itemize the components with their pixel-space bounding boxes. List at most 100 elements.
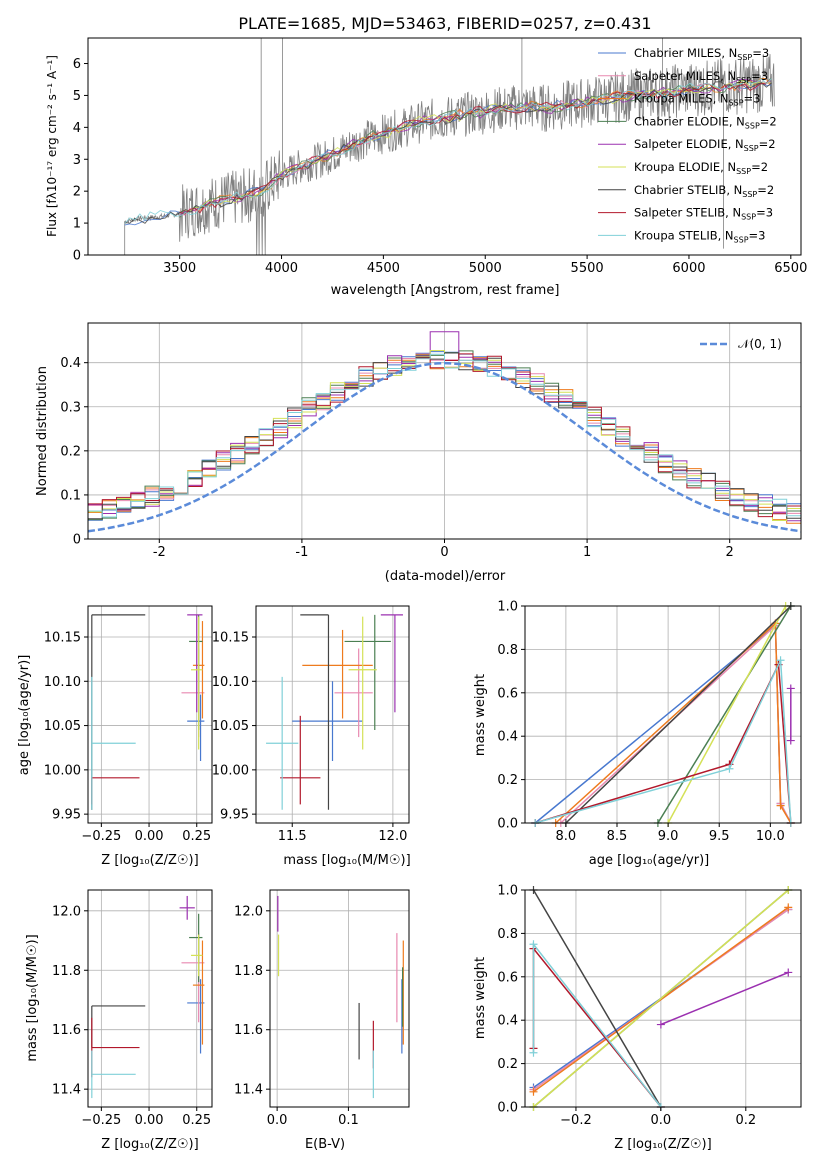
spectrum-legend: Chabrier MILES, NSSP=3 Salpeter MILES, NS… <box>598 46 777 244</box>
axes-frame <box>87 322 802 540</box>
x-tick-label: 8.5 <box>607 829 628 844</box>
y-tick-label: 10.00 <box>212 763 249 778</box>
x-tick-label: 3500 <box>163 261 196 276</box>
legend-entry: Chabrier ELODIE, NSSP=2 <box>634 114 777 130</box>
age-vs-mass-xlabel: mass [log₁₀(M/M☉)] <box>283 853 410 868</box>
x-tick-label: −0.25 <box>81 1113 121 1128</box>
legend-entry: Kroupa MILES, NSSP=3 <box>634 92 760 108</box>
x-tick-label: 0.0 <box>651 1113 672 1128</box>
mass-weight-line <box>532 889 662 1108</box>
x-tick-label: 10.0 <box>756 829 785 844</box>
y-tick-label: 11.4 <box>234 1083 263 1098</box>
histogram-ylabel: Normed distribution <box>35 366 50 496</box>
x-tick-label: 11.5 <box>278 829 307 844</box>
mass-weight-marker <box>784 968 793 977</box>
axes-frame <box>87 37 802 256</box>
x-tick-label: 1 <box>583 545 591 560</box>
y-tick-label: 0.1 <box>60 488 81 503</box>
mass-weight-vs-age-panel: 8.0 8.5 9.0 9.5 10.0 0.0 0.2 0.4 0.6 0.8 1.0 age [… <box>473 600 802 868</box>
axes-frame <box>255 605 410 824</box>
axes-frame <box>524 605 802 824</box>
x-tick-label: 0.00 <box>135 1113 164 1128</box>
mass-weight-marker <box>784 903 793 912</box>
y-tick-label: 9.95 <box>52 808 81 823</box>
y-tick-label: 0.0 <box>497 817 518 832</box>
x-tick-label: 0.25 <box>182 1113 211 1128</box>
spectrum-xlabel: wavelength [Angstrom, rest frame] <box>331 283 560 298</box>
y-tick-label: 5 <box>73 89 81 104</box>
legend-entry: Chabrier MILES, NSSP=3 <box>634 46 769 62</box>
y-tick-label: 9.95 <box>220 808 249 823</box>
x-tick-label: 0 <box>440 545 448 560</box>
model-fit-line <box>179 80 771 214</box>
mass-vs-z-ylabel: mass [log₁₀(M/M☉)] <box>25 934 40 1061</box>
observed-spectrum-line <box>124 54 775 256</box>
y-tick-label: 0.6 <box>497 970 518 985</box>
mass-vs-z-xlabel: Z [log₁₀(Z/Z☉)] <box>101 1137 198 1152</box>
y-tick-label: 0 <box>73 249 81 264</box>
x-tick-label: 6000 <box>672 261 705 276</box>
y-tick-label: 0.8 <box>497 927 518 942</box>
age-vs-z-ylabel: age [log₁₀(age/yr)] <box>17 655 32 776</box>
x-tick-label: 0.00 <box>135 829 164 844</box>
mass-weight-line <box>660 971 789 1026</box>
mass-weight-line <box>533 889 789 1108</box>
axes-frame <box>87 889 213 1108</box>
y-tick-label: 4 <box>73 121 81 136</box>
x-tick-label: 5500 <box>571 261 604 276</box>
mw-vs-age-xlabel: age [log₁₀(age/yr)] <box>589 853 710 868</box>
y-tick-label: 11.8 <box>234 964 263 979</box>
x-tick-label: 8.0 <box>556 829 577 844</box>
y-tick-label: 11.4 <box>52 1083 81 1098</box>
model-fit-line <box>124 78 772 224</box>
mass-vs-metallicity-panel: −0.25 0.00 0.25 11.4 11.6 11.8 12.0 Z [log₁₀(Z… <box>25 889 213 1152</box>
residual-histogram-panel: -2 -1 0 1 2 0 0.1 0.2 0.3 0.4 𝒩(0, 1) (data-model… <box>35 322 802 584</box>
mass-weight-marker <box>529 1048 538 1057</box>
x-tick-label: −0.25 <box>81 829 121 844</box>
y-tick-label: 10.00 <box>44 763 81 778</box>
y-tick-label: 10.05 <box>212 719 249 734</box>
y-tick-label: 1.0 <box>497 600 518 615</box>
y-tick-label: 10.15 <box>44 631 81 646</box>
y-tick-label: 0.4 <box>497 1014 518 1029</box>
histogram-xlabel: (data-model)/error <box>385 569 506 584</box>
x-tick-label: 9.0 <box>658 829 679 844</box>
mass-vs-ebv-xlabel: E(B-V) <box>305 1137 345 1152</box>
x-tick-label: −0.2 <box>560 1113 592 1128</box>
x-tick-label: 6500 <box>774 261 807 276</box>
mw-vs-age-ylabel: mass weight <box>473 674 488 756</box>
histogram-step <box>88 331 801 522</box>
legend-entry: Salpeter MILES, NSSP=3 <box>634 69 768 85</box>
y-tick-label: 0.4 <box>497 730 518 745</box>
legend-entry: Salpeter STELIB, NSSP=3 <box>634 206 773 222</box>
x-tick-label: 5000 <box>469 261 502 276</box>
y-tick-label: 0.3 <box>60 400 81 415</box>
x-tick-label: 0.0 <box>267 1113 288 1128</box>
age-vs-metallicity-panel: −0.25 0.00 0.25 9.95 10.00 10.05 10.10 10.15 Z … <box>17 605 213 868</box>
mass-vs-ebv-panel: 0.0 0.1 11.4 11.6 11.8 12.0 E(B-V) <box>234 889 410 1152</box>
y-tick-label: 11.8 <box>52 964 81 979</box>
y-tick-label: 0.2 <box>60 444 81 459</box>
mass-weight-marker <box>786 684 795 693</box>
y-tick-label: 3 <box>73 153 81 168</box>
y-tick-label: 10.10 <box>212 675 249 690</box>
legend-entry: Kroupa STELIB, NSSP=3 <box>634 228 765 244</box>
x-tick-label: 0.1 <box>338 1113 359 1128</box>
normal-curve <box>87 361 802 533</box>
y-tick-label: 12.0 <box>234 904 263 919</box>
gauss-legend-label: 𝒩(0, 1) <box>738 337 782 351</box>
model-fit-line <box>179 79 771 215</box>
x-tick-label: 4000 <box>265 261 298 276</box>
legend-entry: Salpeter ELODIE, NSSP=2 <box>634 137 776 153</box>
mass-weight-marker <box>725 764 734 773</box>
x-tick-label: -1 <box>295 545 308 560</box>
legend-entry: Chabrier STELIB, NSSP=2 <box>634 183 774 199</box>
mass-weight-line <box>534 659 792 824</box>
mass-weight-marker <box>656 1020 665 1029</box>
mass-weight-marker <box>786 736 795 745</box>
y-tick-label: 0.2 <box>497 773 518 788</box>
mass-weight-line <box>657 605 792 824</box>
y-tick-label: 12.0 <box>52 904 81 919</box>
mass-weight-line <box>565 605 792 824</box>
x-tick-label: 2 <box>726 545 734 560</box>
